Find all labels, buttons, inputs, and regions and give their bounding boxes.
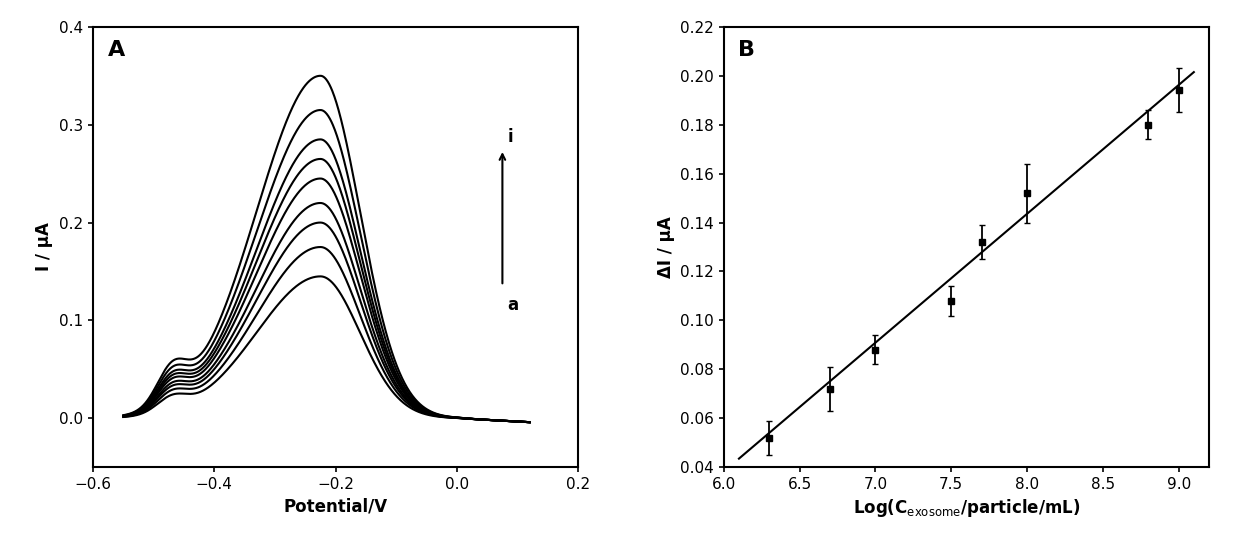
Y-axis label: I / μA: I / μA — [36, 222, 53, 272]
X-axis label: Log(C$_{\rm exosome}$/particle/mL): Log(C$_{\rm exosome}$/particle/mL) — [853, 497, 1080, 519]
Text: A: A — [108, 40, 125, 60]
Text: a: a — [507, 296, 518, 314]
Text: i: i — [507, 128, 513, 146]
X-axis label: Potential/V: Potential/V — [284, 497, 388, 516]
Text: B: B — [738, 40, 755, 60]
Y-axis label: ΔI / μA: ΔI / μA — [657, 216, 675, 278]
